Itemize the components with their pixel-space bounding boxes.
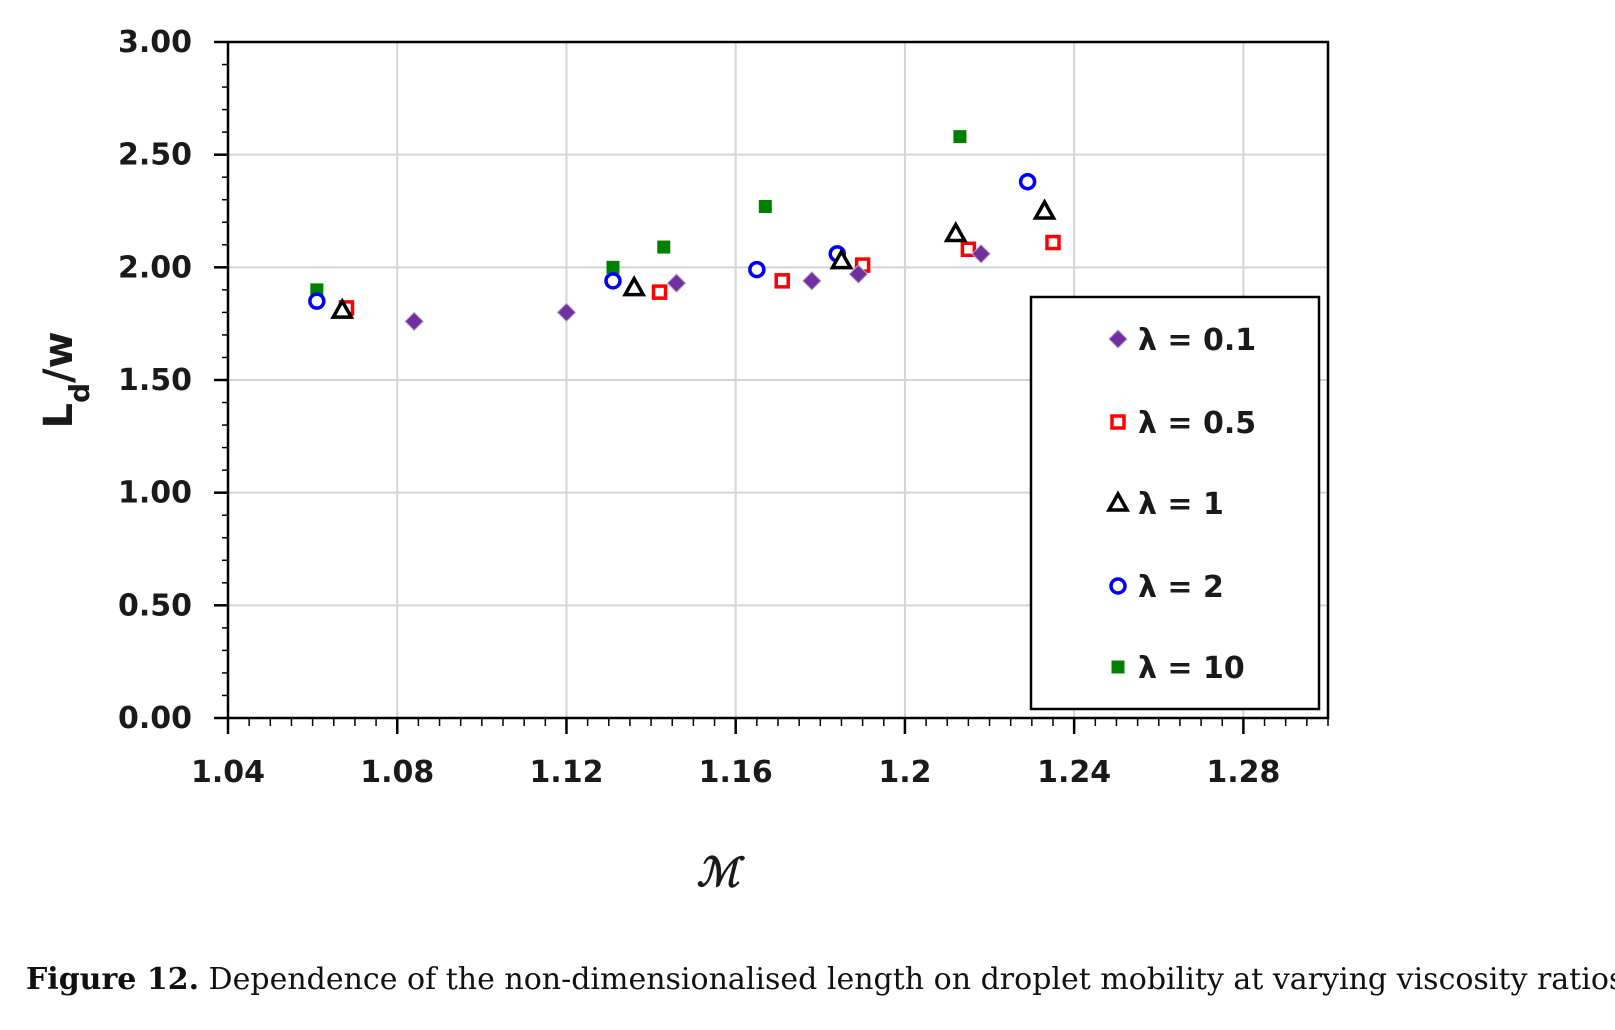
data-point bbox=[604, 272, 622, 290]
x-tick-label: 1.28 bbox=[1206, 755, 1280, 790]
legend-marker bbox=[1110, 414, 1126, 430]
legend-entry: λ = 2 bbox=[1109, 570, 1224, 605]
legend-marker bbox=[1109, 577, 1127, 595]
data-series bbox=[308, 130, 1061, 332]
data-point bbox=[1045, 234, 1061, 251]
y-tick-label: 2.50 bbox=[118, 138, 192, 173]
legend-entry: λ = 10 bbox=[1111, 651, 1245, 686]
legend: λ = 0.1 λ = 0.5 λ = 1 λ = 2 λ = 10 bbox=[1029, 295, 1321, 711]
data-point bbox=[943, 220, 968, 243]
data-point bbox=[1018, 172, 1037, 191]
data-point bbox=[802, 271, 822, 291]
legend-label: λ = 0.5 bbox=[1138, 406, 1256, 441]
legend-entry: λ = 1 bbox=[1106, 487, 1224, 522]
data-point bbox=[330, 297, 355, 319]
chart: 0.00 0.50 1.00 1.50 2.00 2.50 3.00 1.04 1.08 1.1… bbox=[36, 25, 1330, 896]
legend-entry: λ = 0.5 bbox=[1110, 406, 1256, 441]
data-point bbox=[960, 241, 977, 258]
data-point bbox=[848, 264, 869, 284]
data-point bbox=[953, 130, 967, 144]
data-point bbox=[971, 244, 991, 264]
legend-label: λ = 1 bbox=[1138, 487, 1224, 522]
y-axis-title-subscript: d bbox=[63, 383, 96, 403]
data-point bbox=[666, 273, 687, 293]
y-tick-label: 3.00 bbox=[118, 25, 192, 60]
data-point bbox=[829, 248, 854, 270]
legend-entry: λ = 0.1 bbox=[1108, 323, 1256, 358]
x-axis-title: ℳ bbox=[697, 849, 746, 896]
x-tick-label: 1.2 bbox=[878, 755, 931, 790]
y-axis-title-main: L bbox=[36, 403, 82, 429]
y-tick-label: 2.00 bbox=[118, 250, 192, 285]
legend-box bbox=[1029, 295, 1321, 711]
series-0 bbox=[404, 244, 991, 332]
legend-marker bbox=[1106, 490, 1130, 512]
data-point bbox=[622, 275, 647, 297]
data-point bbox=[1032, 198, 1057, 220]
series-2 bbox=[330, 198, 1057, 319]
svg-text:Ld/w: Ld/w bbox=[36, 331, 96, 428]
x-tick-label: 1.16 bbox=[699, 755, 773, 790]
x-tick-label: 1.12 bbox=[529, 755, 603, 790]
caption-label: Figure 12. bbox=[26, 962, 200, 997]
data-point bbox=[308, 292, 326, 310]
x-tick-label: 1.24 bbox=[1037, 755, 1111, 790]
y-axis-title: Ld/w bbox=[36, 331, 96, 428]
y-tick-label: 1.50 bbox=[118, 363, 192, 398]
caption-text: Dependence of the non-dimensionalised le… bbox=[199, 962, 1615, 997]
legend-label: λ = 10 bbox=[1138, 651, 1245, 686]
legend-label: λ = 0.1 bbox=[1138, 323, 1256, 358]
data-point bbox=[404, 311, 424, 332]
x-tick-label: 1.04 bbox=[191, 755, 265, 790]
y-tick-labels: 0.00 0.50 1.00 1.50 2.00 2.50 3.00 bbox=[118, 25, 192, 736]
data-point bbox=[651, 284, 668, 300]
data-point bbox=[758, 199, 772, 213]
y-tick-label: 0.50 bbox=[118, 588, 192, 623]
legend-marker bbox=[1108, 329, 1128, 349]
data-point bbox=[774, 273, 790, 289]
y-tick-label: 1.00 bbox=[118, 476, 192, 511]
data-point bbox=[606, 260, 620, 274]
y-tick-label: 0.00 bbox=[118, 701, 192, 736]
x-tick-labels: 1.04 1.08 1.12 1.16 1.2 1.24 1.28 bbox=[191, 755, 1280, 790]
figure-caption: Figure 12. Dependence of the non-dimensi… bbox=[26, 962, 1615, 997]
data-point bbox=[556, 302, 577, 323]
data-point bbox=[657, 240, 671, 254]
series-1 bbox=[338, 234, 1061, 316]
x-tick-label: 1.08 bbox=[360, 755, 434, 790]
legend-label: λ = 2 bbox=[1138, 570, 1224, 605]
data-point bbox=[748, 260, 766, 279]
axes bbox=[214, 40, 1329, 734]
y-axis-title-tail: /w bbox=[36, 331, 82, 383]
legend-marker bbox=[1111, 660, 1125, 674]
